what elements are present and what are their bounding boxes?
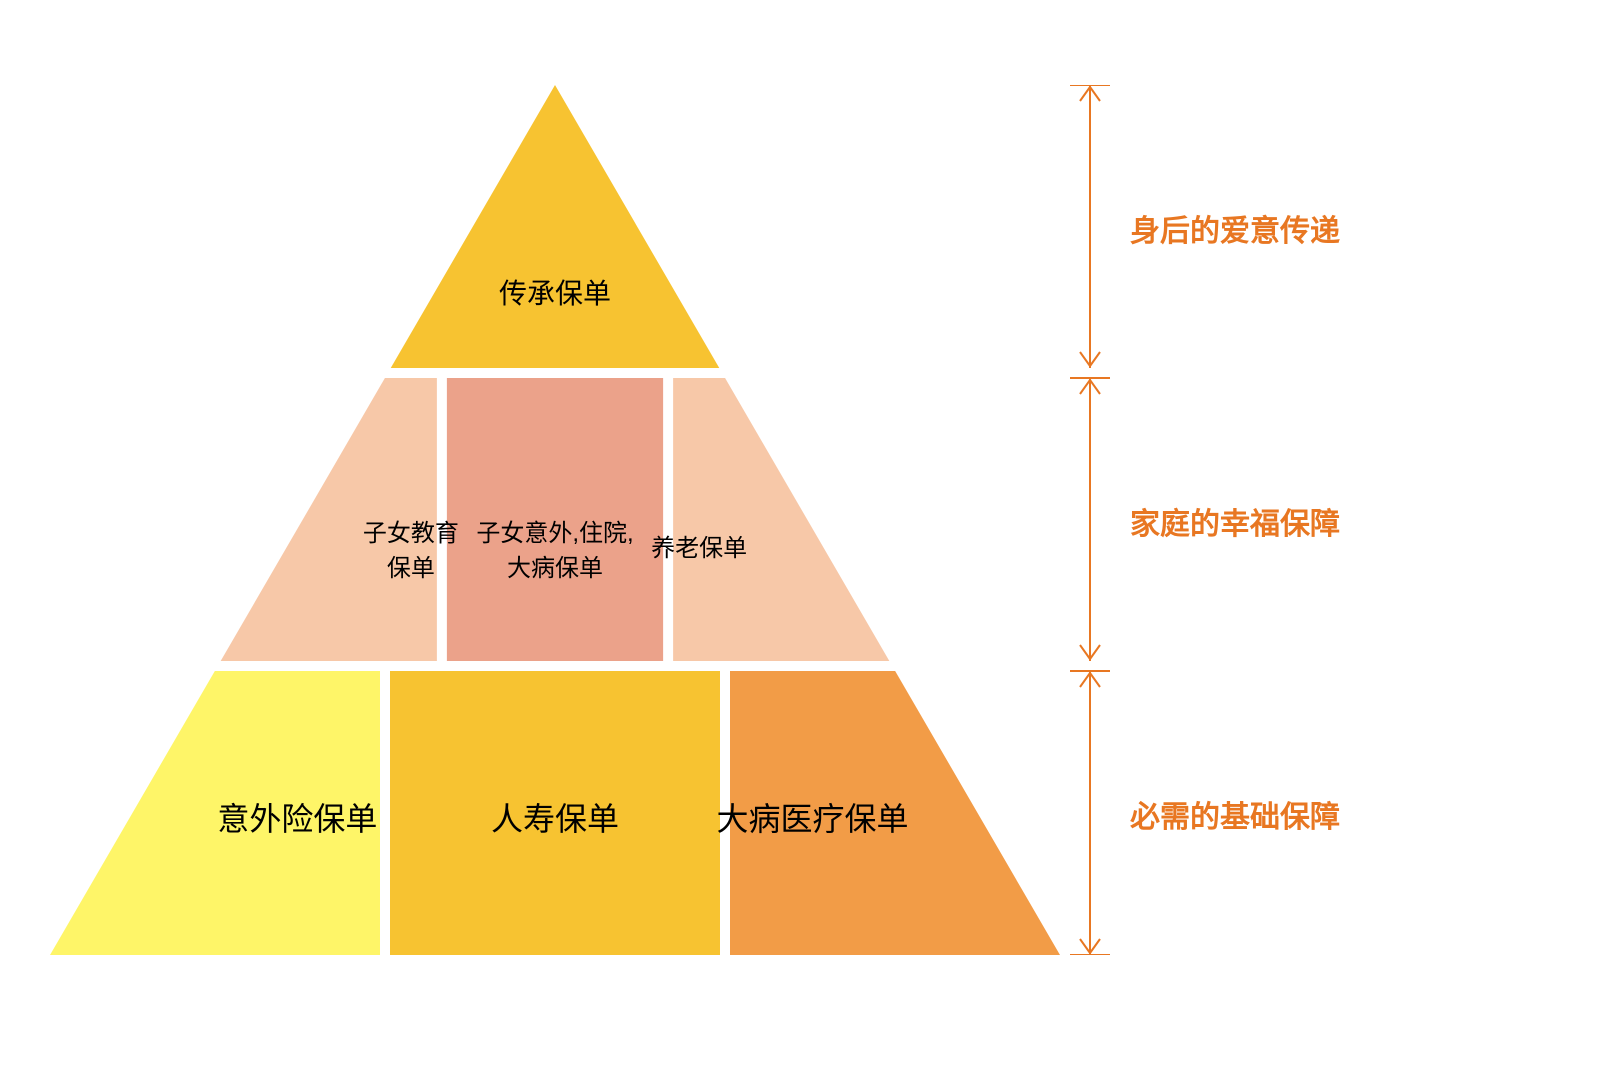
segment-label: 意外险保单 <box>177 794 417 840</box>
segment-label: 养老保单 <box>579 528 819 563</box>
tier-annotation: 必需的基础保障 <box>1130 792 1340 836</box>
annotation-container: 身后的爱意传递家庭的幸福保障必需的基础保障 <box>1070 85 1570 955</box>
pyramid-diagram: 传承保单子女教育保单子女意外,住院,大病保单养老保单意外险保单人寿保单大病医疗保… <box>50 85 1060 955</box>
segment-label: 传承保单 <box>435 272 675 312</box>
pyramid-segment <box>673 378 889 661</box>
pyramid-segment <box>391 85 720 368</box>
tier-annotation: 身后的爱意传递 <box>1130 206 1340 250</box>
segment-label: 人寿保单 <box>435 794 675 840</box>
tier-annotation: 家庭的幸福保障 <box>1130 499 1340 543</box>
segment-label: 大病医疗保单 <box>693 794 933 840</box>
